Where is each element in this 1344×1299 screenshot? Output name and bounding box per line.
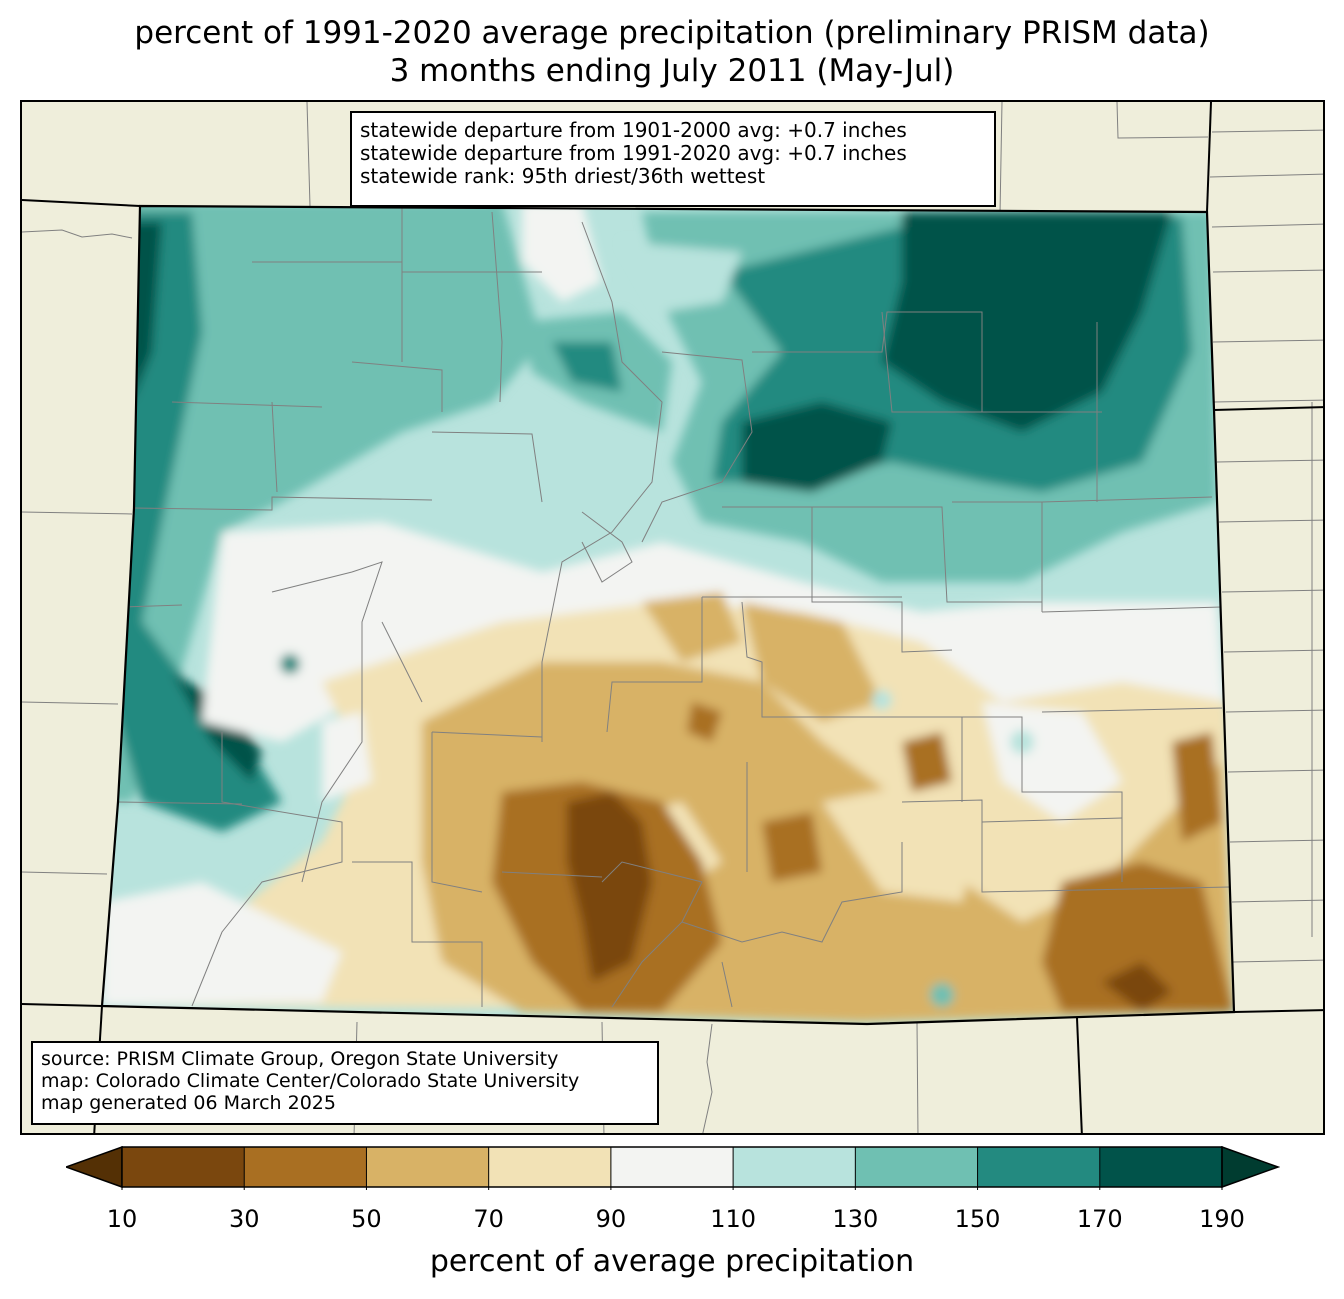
colorbar-tick-label: 70 <box>473 1205 504 1233</box>
stats-line-2: statewide departure from 1991-2020 avg: … <box>360 141 907 165</box>
colorbar-bin <box>122 1147 245 1187</box>
source-line-1: source: PRISM Climate Group, Oregon Stat… <box>41 1048 559 1070</box>
colorbar-bin <box>977 1147 1101 1187</box>
colorbar-tick-label: 30 <box>228 1205 260 1233</box>
colorbar <box>66 1146 1280 1190</box>
colorbar-bin <box>1099 1147 1223 1187</box>
source-line-2: map: Colorado Climate Center/Colorado St… <box>41 1070 580 1092</box>
colorado-county-lines <box>117 207 1233 1008</box>
colorbar-bin <box>733 1147 856 1187</box>
colorbar-label: percent of average precipitation <box>429 1244 915 1279</box>
source-box: source: PRISM Climate Group, Oregon Stat… <box>31 1041 659 1125</box>
colorbar-bin <box>366 1147 490 1187</box>
source-line-3: map generated 06 March 2025 <box>41 1092 336 1114</box>
colorbar-tick-label: 10 <box>106 1205 138 1233</box>
map-subtitle: 3 months ending July 2011 (May-Jul) <box>389 53 955 89</box>
colorbar-bin <box>244 1147 367 1187</box>
colorbar-under-arrow <box>66 1146 123 1189</box>
map-panel <box>20 100 1325 1135</box>
colorbar-tick-label: 110 <box>710 1205 757 1233</box>
colorbar-tick-label: 170 <box>1076 1205 1123 1233</box>
precipitation-field <box>102 206 1234 1024</box>
colorbar-bin <box>610 1147 734 1187</box>
colorbar-bin <box>855 1147 979 1187</box>
colorbar-bins <box>122 1147 1223 1187</box>
colorado-map <box>22 102 1323 1133</box>
colorbar-tick-label: 50 <box>351 1205 382 1233</box>
colorado-border <box>100 204 1236 1026</box>
colorbar-bin <box>488 1147 612 1187</box>
colorbar-over-arrow <box>1221 1146 1280 1189</box>
stats-line-3: statewide rank: 95th driest/36th wettest <box>360 164 766 188</box>
colorbar-tick-label: 150 <box>954 1205 1001 1233</box>
colorbar-tick-label: 90 <box>595 1205 627 1233</box>
statewide-stats-box: statewide departure from 1901-2000 avg: … <box>350 111 996 207</box>
colorbar-tick-label: 130 <box>832 1205 879 1233</box>
stats-line-1: statewide departure from 1901-2000 avg: … <box>360 118 907 142</box>
colorbar-tick-label: 190 <box>1199 1205 1245 1233</box>
map-title: percent of 1991-2020 average precipitati… <box>134 15 1210 51</box>
